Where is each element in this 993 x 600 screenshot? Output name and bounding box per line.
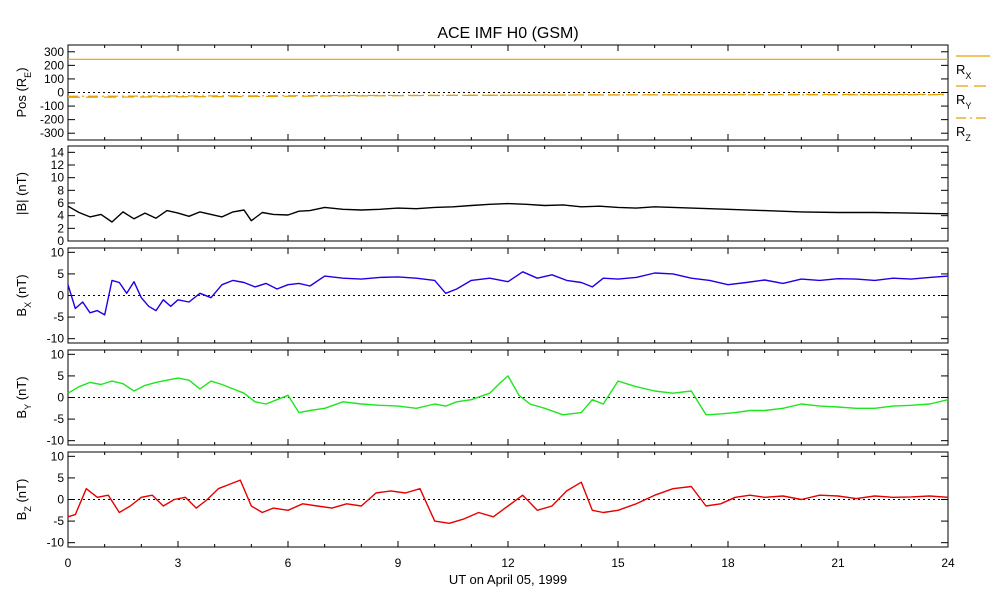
x-tick-label: 9 bbox=[395, 556, 402, 570]
legend-label-RY: RY bbox=[956, 92, 971, 111]
x-tick-label: 21 bbox=[831, 556, 845, 570]
y-tick-label: 4 bbox=[57, 209, 64, 223]
y-tick-label: -5 bbox=[53, 514, 64, 528]
y-tick-label: 2 bbox=[57, 221, 64, 235]
y-tick-label: 10 bbox=[51, 449, 65, 463]
x-axis-label: UT on April 05, 1999 bbox=[449, 572, 567, 587]
y-axis-label-bx: BX (nT) bbox=[14, 274, 33, 316]
panel-by: 10 5 0 -5 -10 BY (nT) bbox=[14, 347, 949, 448]
legend: RX RY RZ bbox=[956, 55, 990, 143]
y-tick-label: 10 bbox=[51, 245, 65, 259]
y-tick-label: -10 bbox=[47, 434, 65, 448]
y-tick-label: 100 bbox=[44, 72, 64, 86]
y-tick-label: 10 bbox=[51, 171, 65, 185]
y-tick-label: -300 bbox=[40, 126, 64, 140]
chart-title: ACE IMF H0 (GSM) bbox=[437, 25, 578, 42]
x-tick-label: 12 bbox=[501, 556, 515, 570]
x-tick-label: 0 bbox=[65, 556, 72, 570]
y-tick-label: 12 bbox=[51, 158, 65, 172]
y-tick-label: 300 bbox=[44, 45, 64, 59]
x-tick-label: 24 bbox=[941, 556, 955, 570]
y-tick-label: 0 bbox=[57, 234, 64, 248]
series-line-|B| bbox=[67, 202, 949, 223]
y-tick-label: -5 bbox=[53, 310, 64, 324]
y-tick-label: -5 bbox=[53, 412, 64, 426]
y-axis-label-btot: |B| (nT) bbox=[14, 172, 29, 215]
y-tick-label: -100 bbox=[40, 99, 64, 113]
y-tick-label: 0 bbox=[57, 391, 64, 405]
y-tick-label: 10 bbox=[51, 347, 65, 361]
y-tick-label: 6 bbox=[57, 196, 64, 210]
series-line-BX bbox=[67, 271, 949, 316]
legend-label-RX: RX bbox=[956, 62, 971, 81]
y-axis-label-pos: Pos (RE) bbox=[14, 67, 33, 117]
series-line-BY bbox=[67, 375, 949, 416]
y-tick-label: 0 bbox=[57, 493, 64, 507]
y-tick-label: 5 bbox=[57, 369, 64, 383]
y-tick-label: 0 bbox=[57, 289, 64, 303]
y-axis-label-bz: BZ (nT) bbox=[14, 479, 33, 521]
x-tick-label: 6 bbox=[285, 556, 292, 570]
y-tick-label: -10 bbox=[47, 332, 65, 346]
panel-bx: 10 5 0 -5 -10 BX (nT) bbox=[14, 245, 949, 346]
y-tick-label: 14 bbox=[51, 145, 65, 159]
x-axis: 0 3 6 9 12 15 18 21 24 bbox=[65, 556, 955, 570]
panel-frame bbox=[67, 145, 949, 242]
legend-label-RZ: RZ bbox=[956, 124, 971, 143]
series-line-RZ bbox=[67, 94, 949, 97]
y-tick-label: 8 bbox=[57, 183, 64, 197]
x-tick-label: 3 bbox=[175, 556, 182, 570]
series-line-BZ bbox=[67, 479, 949, 524]
y-tick-label: -10 bbox=[47, 536, 65, 550]
y-tick-label: -200 bbox=[40, 113, 64, 127]
y-tick-label: 200 bbox=[44, 58, 64, 72]
x-tick-label: 18 bbox=[721, 556, 735, 570]
y-tick-label: 5 bbox=[57, 267, 64, 281]
y-tick-label: 0 bbox=[57, 86, 64, 100]
y-tick-label: 5 bbox=[57, 471, 64, 485]
x-tick-label: 15 bbox=[611, 556, 625, 570]
y-axis-label-by: BY (nT) bbox=[14, 376, 33, 418]
panel-bz: 10 5 0 -5 -10 BZ (nT) bbox=[14, 449, 949, 550]
